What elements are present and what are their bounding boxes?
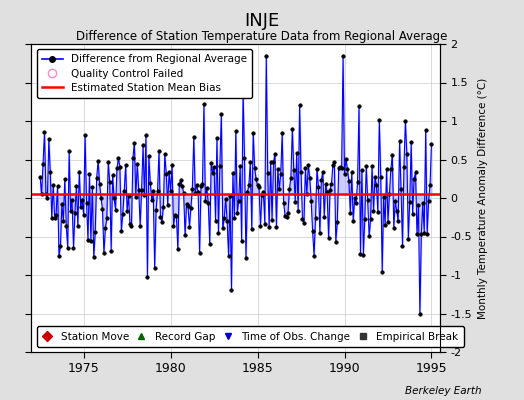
Text: Berkeley Earth: Berkeley Earth xyxy=(406,386,482,396)
Text: Difference of Station Temperature Data from Regional Average: Difference of Station Temperature Data f… xyxy=(77,30,447,43)
Legend: Station Move, Record Gap, Time of Obs. Change, Empirical Break: Station Move, Record Gap, Time of Obs. C… xyxy=(37,326,464,347)
Y-axis label: Monthly Temperature Anomaly Difference (°C): Monthly Temperature Anomaly Difference (… xyxy=(478,77,488,319)
Text: INJE: INJE xyxy=(244,12,280,30)
